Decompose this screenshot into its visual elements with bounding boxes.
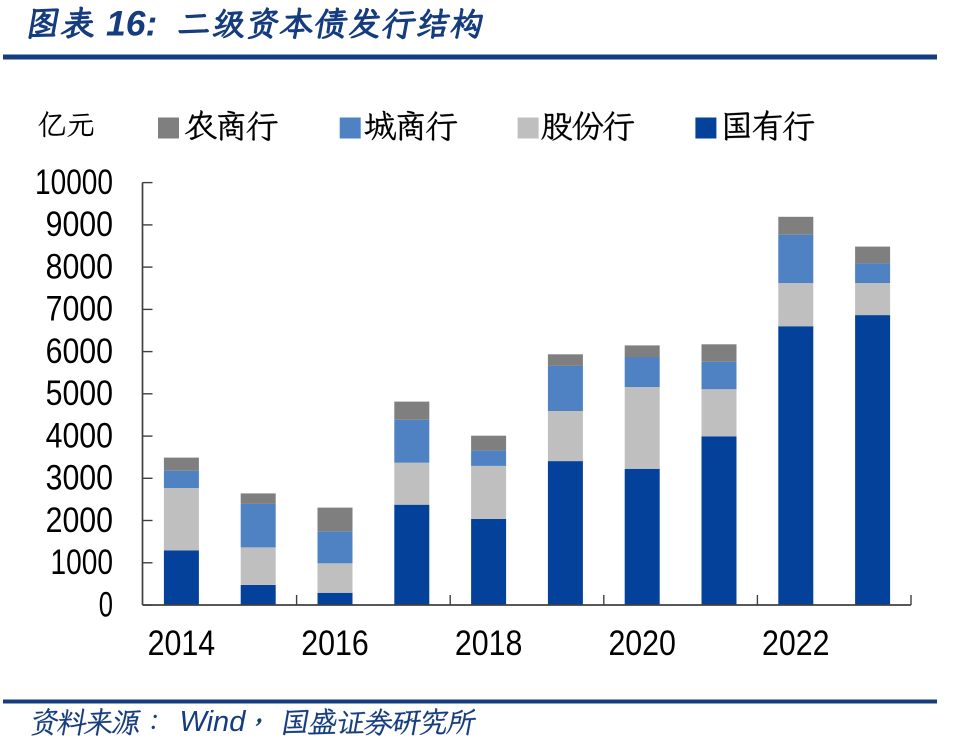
- svg-text:2000: 2000: [46, 501, 113, 540]
- svg-text:10000: 10000: [35, 163, 113, 202]
- svg-text:7000: 7000: [46, 290, 113, 329]
- svg-text:2016: 2016: [301, 624, 369, 663]
- svg-text:2020: 2020: [608, 624, 676, 663]
- svg-text:6000: 6000: [46, 332, 113, 371]
- svg-text:5000: 5000: [46, 374, 113, 413]
- svg-text:1000: 1000: [51, 543, 114, 582]
- svg-text:Wind: Wind: [180, 706, 247, 738]
- svg-text:0: 0: [99, 585, 113, 624]
- svg-text:9000: 9000: [46, 205, 113, 244]
- svg-text:2018: 2018: [455, 624, 523, 663]
- svg-text:4000: 4000: [46, 416, 113, 455]
- svg-text:2022: 2022: [762, 624, 830, 663]
- svg-text:3000: 3000: [46, 459, 113, 498]
- svg-text:2014: 2014: [148, 624, 216, 663]
- svg-text:8000: 8000: [46, 247, 113, 286]
- svg-text:16:: 16:: [106, 4, 157, 44]
